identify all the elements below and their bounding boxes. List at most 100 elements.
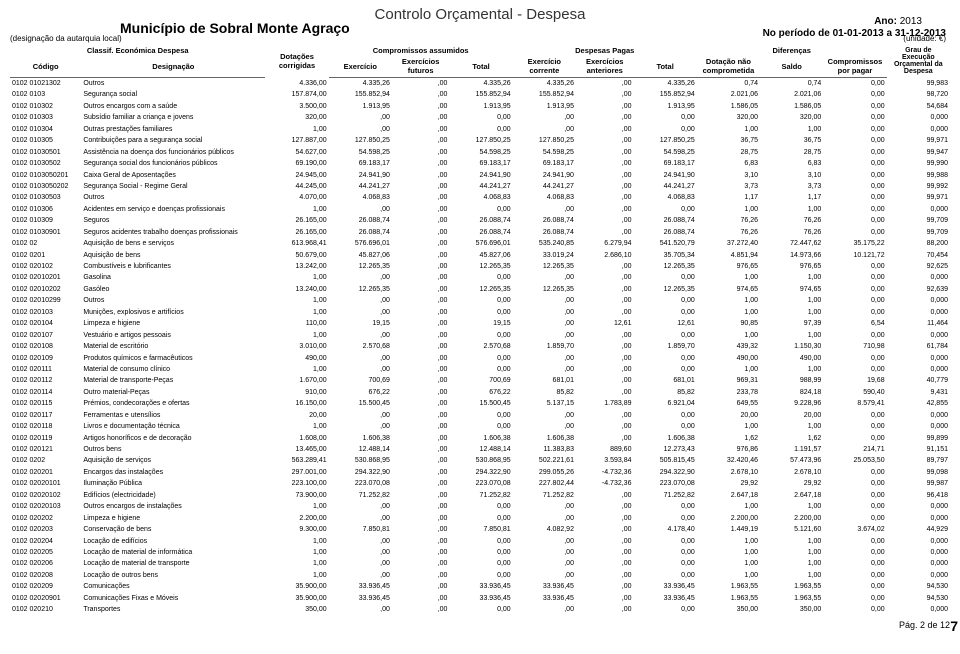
cell-value: 57.473,96 bbox=[760, 455, 823, 466]
table-row: 0102 020119Artigos honoríficos e de deco… bbox=[10, 433, 950, 444]
cell-code: 0102 01021302 bbox=[10, 78, 81, 90]
cell-value: 24.941,90 bbox=[633, 170, 696, 181]
cell-value: ,00 bbox=[392, 284, 450, 295]
cell-code: 0102 020114 bbox=[10, 387, 81, 398]
cell-value: 0,00 bbox=[823, 192, 886, 203]
th-exercicio-1: Exercício bbox=[329, 56, 392, 78]
cell-value: 3,10 bbox=[760, 170, 823, 181]
cell-desc: Aquisição de bens bbox=[81, 250, 265, 261]
cell-value: 1.913,95 bbox=[513, 101, 576, 112]
th-classif: Classif. Económica Despesa bbox=[10, 45, 265, 56]
cell-desc: Locação de material de informática bbox=[81, 547, 265, 558]
table-row: 0102 020210Transportes350,00,00,000,00,0… bbox=[10, 604, 950, 615]
cell-value: 98,720 bbox=[887, 89, 950, 100]
cell-desc: Aquisição de bens e serviços bbox=[81, 238, 265, 249]
cell-value: 44.241,27 bbox=[329, 181, 392, 192]
cell-value: 0,00 bbox=[823, 170, 886, 181]
cell-desc: Livros e documentação técnica bbox=[81, 421, 265, 432]
cell-value: 50.679,00 bbox=[265, 250, 328, 261]
cell-value: 33.936,45 bbox=[449, 593, 512, 604]
cell-code: 0102 020104 bbox=[10, 318, 81, 329]
cell-value: 61,784 bbox=[887, 341, 950, 352]
cell-value: 681,01 bbox=[633, 375, 696, 386]
table-row: 0102 020121Outros bens13.465,0012.488,14… bbox=[10, 444, 950, 455]
cell-value: 0,00 bbox=[823, 307, 886, 318]
cell-value: 1.586,05 bbox=[760, 101, 823, 112]
cell-desc: Caixa Geral de Aposentações bbox=[81, 170, 265, 181]
cell-value: ,00 bbox=[392, 547, 450, 558]
cell-value: ,00 bbox=[392, 272, 450, 283]
cell-desc: Outro material-Peças bbox=[81, 387, 265, 398]
cell-value: 1,00 bbox=[265, 547, 328, 558]
cell-desc: Segurança social bbox=[81, 89, 265, 100]
cell-value: 1,00 bbox=[760, 272, 823, 283]
cell-value: 1.913,95 bbox=[449, 101, 512, 112]
cell-value: ,00 bbox=[329, 112, 392, 123]
cell-value: 73.900,00 bbox=[265, 490, 328, 501]
cell-value: 35.900,00 bbox=[265, 593, 328, 604]
cell-value: 44,929 bbox=[887, 524, 950, 535]
cell-value: 1,00 bbox=[265, 536, 328, 547]
cell-value: 0,00 bbox=[449, 204, 512, 215]
cell-value: 1.606,38 bbox=[513, 433, 576, 444]
cell-value: 12.265,35 bbox=[449, 261, 512, 272]
cell-value: 6,83 bbox=[760, 158, 823, 169]
cell-value: 1,00 bbox=[760, 570, 823, 581]
cell-value: ,00 bbox=[513, 318, 576, 329]
cell-value: 44.245,00 bbox=[265, 181, 328, 192]
cell-value: 0,00 bbox=[449, 410, 512, 421]
cell-code: 0102 02010202 bbox=[10, 284, 81, 295]
cell-value: 26.088,74 bbox=[513, 227, 576, 238]
cell-value: 54.598,25 bbox=[513, 147, 576, 158]
cell-value: 320,00 bbox=[697, 112, 760, 123]
cell-value: 32.420,46 bbox=[697, 455, 760, 466]
cell-value: 99,098 bbox=[887, 467, 950, 478]
cell-value: ,00 bbox=[392, 192, 450, 203]
cell-value: ,00 bbox=[392, 170, 450, 181]
table-row: 0102 020203Conservação de bens9.300,007.… bbox=[10, 524, 950, 535]
cell-code: 0102 020117 bbox=[10, 410, 81, 421]
cell-value: ,00 bbox=[513, 410, 576, 421]
cell-value: 0,00 bbox=[633, 124, 696, 135]
table-row: 0102 01021302Outros4.336,004.335,26,004.… bbox=[10, 78, 950, 90]
cell-value: 14.973,66 bbox=[760, 250, 823, 261]
cell-desc: Outros encargos de instalações bbox=[81, 501, 265, 512]
cell-value: 297.001,00 bbox=[265, 467, 328, 478]
cell-value: 974,65 bbox=[697, 284, 760, 295]
cell-code: 0102 020118 bbox=[10, 421, 81, 432]
year-label-text: Ano: bbox=[874, 16, 897, 27]
cell-value: 1,00 bbox=[760, 421, 823, 432]
cell-value: 2.647,18 bbox=[760, 490, 823, 501]
table-row: 0102 020204Locação de edifícios1,00,00,0… bbox=[10, 536, 950, 547]
cell-value: 1,00 bbox=[697, 204, 760, 215]
table-row: 0102 020102Combustíveis e lubrificantes1… bbox=[10, 261, 950, 272]
cell-value: 0,00 bbox=[823, 604, 886, 615]
cell-value: 1,00 bbox=[697, 307, 760, 318]
table-row: 0102 020112Material de transporte-Peças1… bbox=[10, 375, 950, 386]
cell-value: ,00 bbox=[576, 558, 634, 569]
cell-value: 1,00 bbox=[760, 501, 823, 512]
cell-value: 19,15 bbox=[449, 318, 512, 329]
cell-desc: Segurança social dos funcionários públic… bbox=[81, 158, 265, 169]
cell-value: 76,26 bbox=[760, 227, 823, 238]
cell-value: ,00 bbox=[329, 364, 392, 375]
cell-value: ,00 bbox=[329, 204, 392, 215]
cell-value: ,00 bbox=[392, 410, 450, 421]
cell-value: 26.088,74 bbox=[513, 215, 576, 226]
cell-value: 72.447,62 bbox=[760, 238, 823, 249]
cell-value: 24.941,90 bbox=[329, 170, 392, 181]
cell-value: 0,000 bbox=[887, 330, 950, 341]
cell-value: 36,75 bbox=[697, 135, 760, 146]
cell-value: 969,31 bbox=[697, 375, 760, 386]
cell-value: 29,92 bbox=[760, 478, 823, 489]
cell-value: 0,00 bbox=[633, 353, 696, 364]
cell-value: 155.852,94 bbox=[513, 89, 576, 100]
cell-value: ,00 bbox=[513, 330, 576, 341]
cell-value: 20,00 bbox=[265, 410, 328, 421]
cell-desc: Seguros acidentes trabalho doenças profi… bbox=[81, 227, 265, 238]
cell-code: 0102 010304 bbox=[10, 124, 81, 135]
cell-code: 0102 0103050202 bbox=[10, 181, 81, 192]
cell-value: 85,82 bbox=[633, 387, 696, 398]
cell-value: 25.053,50 bbox=[823, 455, 886, 466]
table-row: 0102 0103Segurança social157.874,00155.8… bbox=[10, 89, 950, 100]
